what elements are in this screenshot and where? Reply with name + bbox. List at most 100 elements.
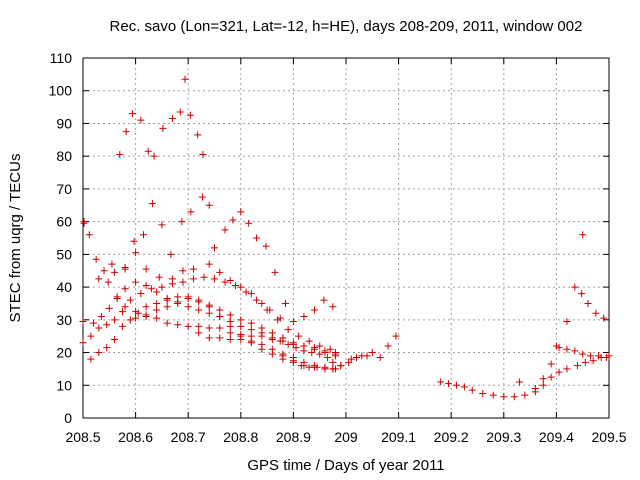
data-point xyxy=(324,353,332,361)
data-point xyxy=(195,329,203,337)
data-point xyxy=(104,278,112,286)
data-point xyxy=(111,268,119,276)
y-tick-label: 40 xyxy=(56,279,72,295)
data-point xyxy=(189,275,197,283)
data-points xyxy=(79,75,613,401)
data-point xyxy=(118,308,126,316)
x-axis-label: GPS time / Days of year 2011 xyxy=(247,457,444,474)
data-point xyxy=(384,342,392,350)
x-axis-ticks: 208.5 208.6 208.7 208.8 208.9 209 209.1 209.2 20… xyxy=(65,58,627,445)
y-tick-label: 20 xyxy=(56,345,72,361)
data-point xyxy=(200,273,208,281)
data-point xyxy=(592,309,600,317)
data-point xyxy=(226,311,234,319)
data-point xyxy=(516,378,524,386)
data-point xyxy=(531,385,539,393)
data-point xyxy=(253,234,261,242)
data-point xyxy=(329,365,337,373)
data-point xyxy=(195,322,203,330)
data-point xyxy=(226,329,234,337)
data-point xyxy=(80,219,88,227)
data-point xyxy=(132,278,140,286)
data-point xyxy=(216,324,224,332)
data-point xyxy=(205,309,213,317)
data-point xyxy=(195,296,203,304)
data-point xyxy=(573,362,581,370)
data-point xyxy=(174,298,182,306)
data-point xyxy=(282,299,290,307)
data-point xyxy=(205,334,213,342)
data-point xyxy=(85,231,93,239)
data-point xyxy=(297,362,305,370)
data-point xyxy=(268,345,276,353)
data-point xyxy=(142,265,150,273)
data-point xyxy=(247,290,255,298)
data-point xyxy=(321,365,329,373)
data-point xyxy=(142,303,150,311)
data-point xyxy=(229,216,237,224)
y-tick-label: 70 xyxy=(56,181,72,197)
data-point xyxy=(263,306,271,314)
data-point xyxy=(237,208,245,216)
data-point xyxy=(500,393,508,401)
data-point xyxy=(226,322,234,330)
data-point xyxy=(187,208,195,216)
y-axis-ticks: 0 10 20 30 40 50 60 70 80 90 100 110 xyxy=(49,50,609,426)
data-point xyxy=(184,293,192,301)
data-point xyxy=(79,317,87,325)
data-point xyxy=(122,128,130,136)
data-point xyxy=(186,111,194,119)
y-tick-label: 30 xyxy=(56,312,72,328)
x-tick-label: 209.4 xyxy=(539,429,574,445)
data-point xyxy=(268,334,276,342)
data-point xyxy=(163,319,171,327)
data-point xyxy=(132,314,140,322)
data-point xyxy=(178,218,186,226)
data-point xyxy=(126,296,134,304)
y-axis-label: STEC from uqrg / TECUs xyxy=(7,154,24,323)
data-point xyxy=(262,242,270,250)
data-point xyxy=(226,277,234,285)
data-point xyxy=(90,319,98,327)
x-tick-label: 208.6 xyxy=(118,429,153,445)
data-point xyxy=(150,152,158,160)
data-point xyxy=(139,231,147,239)
data-point xyxy=(345,358,353,366)
data-point xyxy=(184,322,192,330)
data-point xyxy=(95,324,103,332)
data-point xyxy=(179,278,187,286)
data-point xyxy=(579,231,587,239)
y-tick-label: 60 xyxy=(56,214,72,230)
data-point xyxy=(153,299,161,307)
y-tick-label: 110 xyxy=(50,50,73,66)
data-point xyxy=(258,340,266,348)
data-point xyxy=(363,352,371,360)
data-point xyxy=(305,363,313,371)
data-point xyxy=(539,375,547,383)
data-point xyxy=(221,278,229,286)
data-point xyxy=(329,303,337,311)
x-tick-label: 209 xyxy=(334,429,358,445)
data-point xyxy=(111,335,119,343)
data-point xyxy=(310,344,318,352)
series-arc-13 xyxy=(552,283,608,350)
data-point xyxy=(578,290,586,298)
data-point xyxy=(211,244,218,252)
data-point xyxy=(181,75,189,83)
data-point xyxy=(142,281,150,289)
data-point xyxy=(111,316,119,324)
series-arc-11 xyxy=(437,352,613,401)
data-point xyxy=(121,285,129,293)
data-point xyxy=(392,332,400,340)
x-tick-label: 209.1 xyxy=(381,429,416,445)
data-point xyxy=(194,131,202,139)
data-point xyxy=(216,334,224,342)
data-point xyxy=(163,295,171,303)
data-point xyxy=(300,342,308,350)
y-tick-label: 50 xyxy=(56,246,72,262)
data-point xyxy=(313,363,321,371)
data-point xyxy=(105,304,113,312)
data-point xyxy=(445,380,453,388)
data-point xyxy=(103,344,111,352)
